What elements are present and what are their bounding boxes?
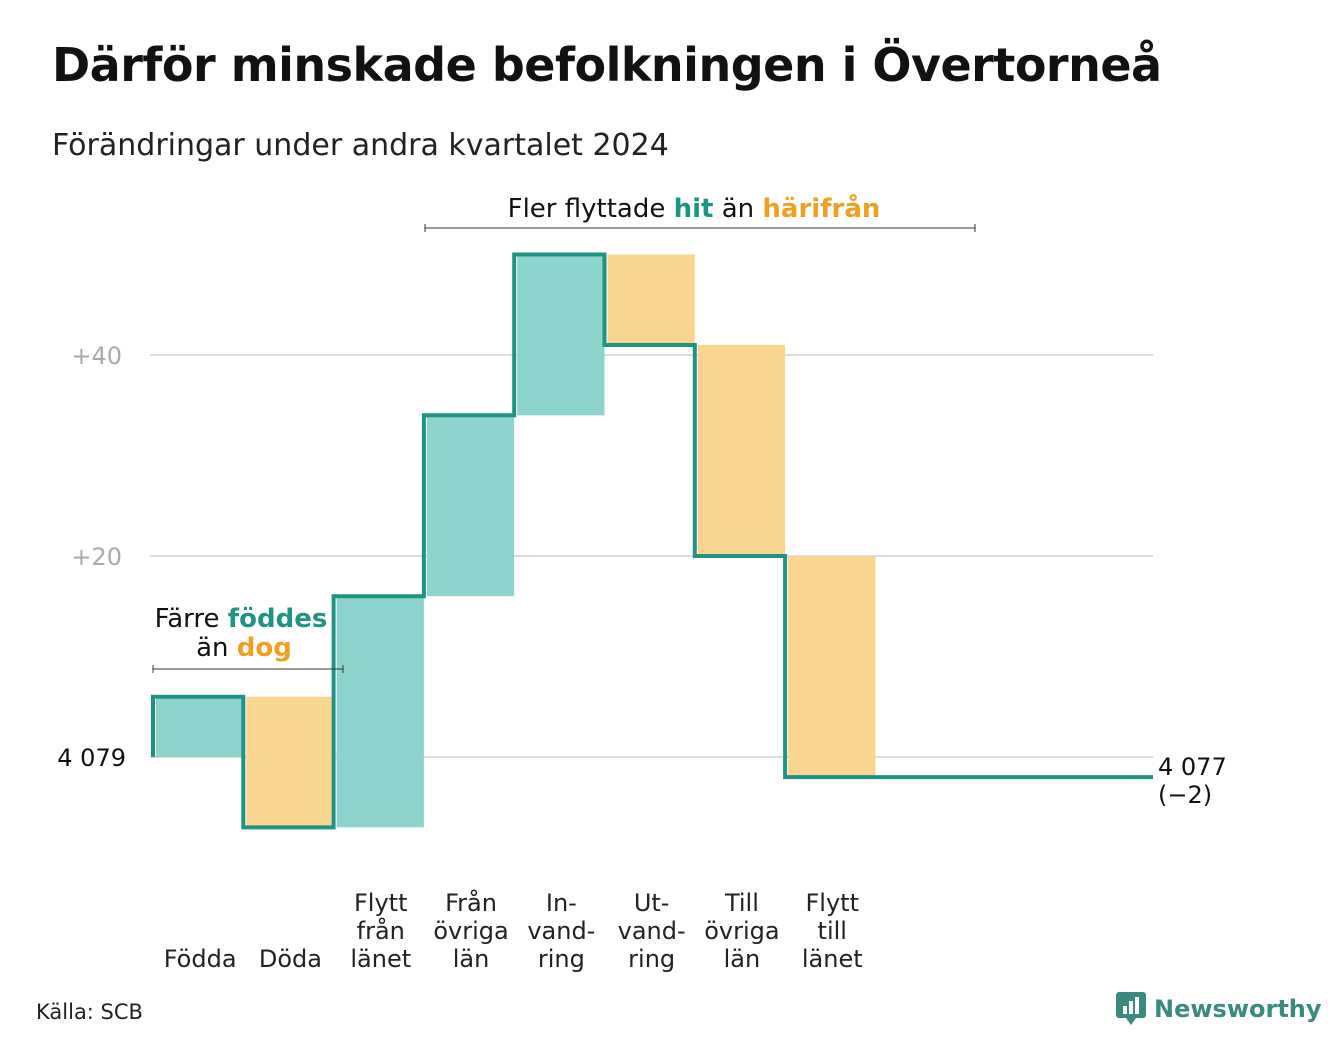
category-label: Ut-	[634, 889, 670, 917]
moves-annotation-em-out: härifrån	[762, 192, 880, 224]
category-label: Flytt	[806, 889, 860, 917]
y-tick-label: +40	[71, 342, 122, 370]
category-label: Döda	[259, 945, 322, 973]
category-label: ring	[628, 945, 675, 973]
category-label: länet	[350, 945, 411, 973]
line-layer	[151, 252, 1153, 830]
births-annotation: Färre föddes än dog	[152, 604, 344, 673]
svg-text:Fler flyttade hit än härifrån: Fler flyttade hit än härifrån	[508, 192, 881, 224]
moves-annotation-mid: än	[713, 194, 762, 224]
y-tick-label: +20	[71, 543, 122, 571]
bar	[156, 696, 244, 757]
bar	[246, 696, 334, 828]
svg-text:än dog: än dog	[196, 633, 292, 663]
category-label: Från	[445, 888, 497, 917]
category-label: från	[357, 916, 405, 945]
end-value-label: 4 077	[1158, 753, 1227, 781]
category-label: Flytt	[354, 889, 408, 917]
category-label: ring	[538, 945, 585, 973]
svg-text:Färre föddes: Färre föddes	[155, 604, 328, 634]
moves-annotation: Fler flyttade hit än härifrån	[424, 192, 976, 232]
bar-layer	[156, 254, 876, 828]
brand-logo: Newsworthy	[1116, 992, 1322, 1026]
chart-title: Därför minskade befolkningen i Övertorne…	[52, 38, 1162, 92]
bar	[336, 596, 424, 828]
moves-annotation-em-in: hit	[674, 194, 714, 224]
brand-name: Newsworthy	[1154, 995, 1322, 1023]
category-label: län	[453, 945, 490, 973]
bar	[517, 254, 605, 416]
chart-subtitle: Förändringar under andra kvartalet 2024	[52, 128, 669, 163]
category-label: vand-	[618, 917, 686, 945]
bar	[788, 556, 876, 778]
category-label: länet	[802, 945, 863, 973]
newsworthy-logo-icon	[1116, 992, 1146, 1025]
bar	[607, 254, 695, 345]
source-note: Källa: SCB	[36, 1000, 143, 1024]
category-label: övriga	[704, 917, 779, 945]
cumulative-step-line	[151, 252, 1153, 830]
end-change-label: (−2)	[1158, 781, 1212, 809]
moves-annotation-pre: Fler flyttade	[508, 194, 674, 224]
category-label: län	[724, 945, 761, 973]
category-label: övriga	[433, 917, 508, 945]
category-label: In-	[546, 889, 577, 917]
births-annotation-pre: Färre	[155, 604, 228, 634]
bar	[426, 415, 515, 597]
births-annotation-em: föddes	[228, 604, 328, 634]
deaths-annotation-em: dog	[237, 633, 292, 663]
category-label: till	[818, 917, 847, 945]
deaths-annotation-pre: än	[196, 633, 237, 663]
category-label: Till	[724, 889, 759, 917]
bar	[697, 344, 786, 556]
category-label: vand-	[527, 917, 595, 945]
category-label: Födda	[164, 945, 237, 973]
start-value-label: 4 079	[57, 744, 126, 772]
